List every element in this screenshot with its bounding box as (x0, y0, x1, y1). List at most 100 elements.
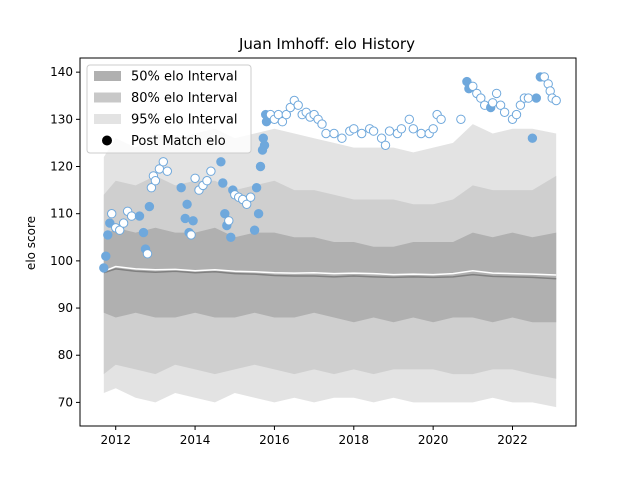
legend-label: 95% elo Interval (131, 113, 238, 128)
legend-marker (102, 135, 112, 146)
post-match-elo-point (511, 109, 522, 120)
plot-area (99, 72, 561, 408)
post-match-elo-point (380, 140, 391, 151)
post-match-elo-point (186, 230, 196, 240)
post-match-elo-point (468, 81, 478, 92)
legend-label: 80% elo Interval (131, 91, 238, 106)
legend-label: 50% elo Interval (131, 70, 238, 85)
post-match-elo-point (146, 183, 157, 193)
post-match-elo-point (188, 216, 198, 226)
post-match-elo-point (281, 109, 291, 120)
post-match-elo-point (206, 166, 216, 176)
post-match-elo-point (376, 133, 387, 143)
legend-swatch (94, 114, 121, 124)
post-match-elo-point (384, 126, 395, 136)
post-match-elo-point (218, 178, 228, 188)
post-match-elo-point (150, 176, 161, 186)
post-match-elo-point (368, 126, 379, 136)
x-tick-label: 2012 (100, 433, 131, 447)
y-tick-label: 80 (58, 348, 73, 362)
band-50-interval (103, 227, 557, 323)
post-match-elo-point (249, 225, 260, 235)
post-match-elo-point (329, 128, 339, 139)
post-match-elo-point (176, 183, 186, 193)
post-match-elo-point (226, 232, 236, 243)
post-match-elo-point (428, 124, 438, 134)
post-match-elo-point (103, 230, 113, 240)
post-match-elo-point (144, 201, 155, 212)
post-match-elo-point (134, 211, 145, 221)
x-tick-label: 2018 (339, 433, 370, 447)
post-match-elo-point (202, 176, 212, 186)
y-axis-label: elo score (24, 216, 38, 270)
y-tick-label: 120 (50, 160, 73, 174)
post-match-elo-point (115, 225, 125, 235)
post-match-elo-point (158, 157, 169, 167)
post-match-elo-point (255, 161, 266, 172)
post-match-elo-point (277, 117, 288, 127)
post-match-elo-point (416, 128, 426, 139)
post-match-elo-point (317, 119, 327, 129)
post-match-elo-point (491, 88, 502, 99)
post-match-elo-point (251, 183, 262, 193)
post-match-elo-point (138, 227, 149, 238)
post-match-elo-point (337, 133, 347, 143)
legend-swatch (94, 92, 121, 103)
post-match-elo-point (515, 100, 526, 110)
post-match-elo-point (488, 98, 498, 108)
post-match-elo-point (224, 216, 234, 226)
x-tick-label: 2014 (180, 433, 211, 447)
post-match-elo-point (245, 192, 256, 202)
post-match-elo-point (293, 100, 303, 110)
post-match-elo-point (456, 114, 466, 125)
post-match-elo-point (495, 100, 506, 110)
post-match-elo-point (126, 211, 137, 221)
chart-title: Juan Imhoff: elo History (238, 35, 415, 53)
plot-frame (79, 57, 577, 427)
post-match-elo-point (539, 72, 549, 82)
post-match-elo-point (523, 93, 534, 103)
y-tick-label: 70 (58, 395, 73, 409)
x-tick-label: 2020 (418, 433, 449, 447)
post-match-elo-point (349, 124, 359, 134)
post-match-elo-point (162, 166, 173, 176)
post-match-elo-point (99, 263, 109, 273)
x-tick-label: 2022 (497, 433, 528, 447)
legend-swatch (94, 71, 121, 81)
legend-box (86, 64, 252, 154)
post-match-elo-point (396, 124, 407, 134)
post-match-elo-point (357, 128, 367, 139)
post-match-elo-point (476, 93, 486, 103)
post-match-elo-point (259, 140, 270, 151)
post-match-elo-point (107, 209, 117, 219)
legend-label: Post Match elo (131, 134, 226, 149)
y-tick-label: 100 (50, 254, 73, 268)
axes: 2012 2014 2016 2018 2020 2022 70 80 90 100 110 120 1… (50, 57, 577, 447)
post-match-elo-point (321, 128, 331, 139)
post-match-elo-point (180, 213, 190, 224)
post-match-elo-point (101, 251, 111, 261)
post-match-elo-point (551, 95, 561, 106)
median-elo-line (103, 268, 557, 280)
post-match-elo-point (404, 114, 414, 125)
x-tick-label: 2016 (259, 433, 290, 447)
legend: 50% elo Interval 80% elo Interval 95% elo … (86, 64, 252, 154)
post-match-elo-point (408, 124, 418, 134)
y-tick-label: 90 (58, 301, 73, 315)
y-tick-label: 130 (50, 112, 73, 126)
post-match-elo-point (253, 209, 264, 219)
y-tick-label: 110 (50, 207, 73, 221)
post-match-elo-point (220, 209, 230, 219)
post-match-elo-point (182, 199, 192, 210)
mean-elo-line (103, 265, 557, 276)
y-tick-label: 140 (50, 65, 73, 79)
post-match-elo-point (190, 173, 200, 184)
post-match-elo-point (142, 249, 153, 259)
post-match-elo-point (436, 114, 446, 125)
post-match-elo-point (531, 93, 541, 103)
post-match-elo-point (216, 157, 226, 167)
post-match-elo-point (499, 107, 510, 118)
post-match-elo-point (242, 199, 252, 210)
post-match-elo-point (527, 133, 538, 143)
